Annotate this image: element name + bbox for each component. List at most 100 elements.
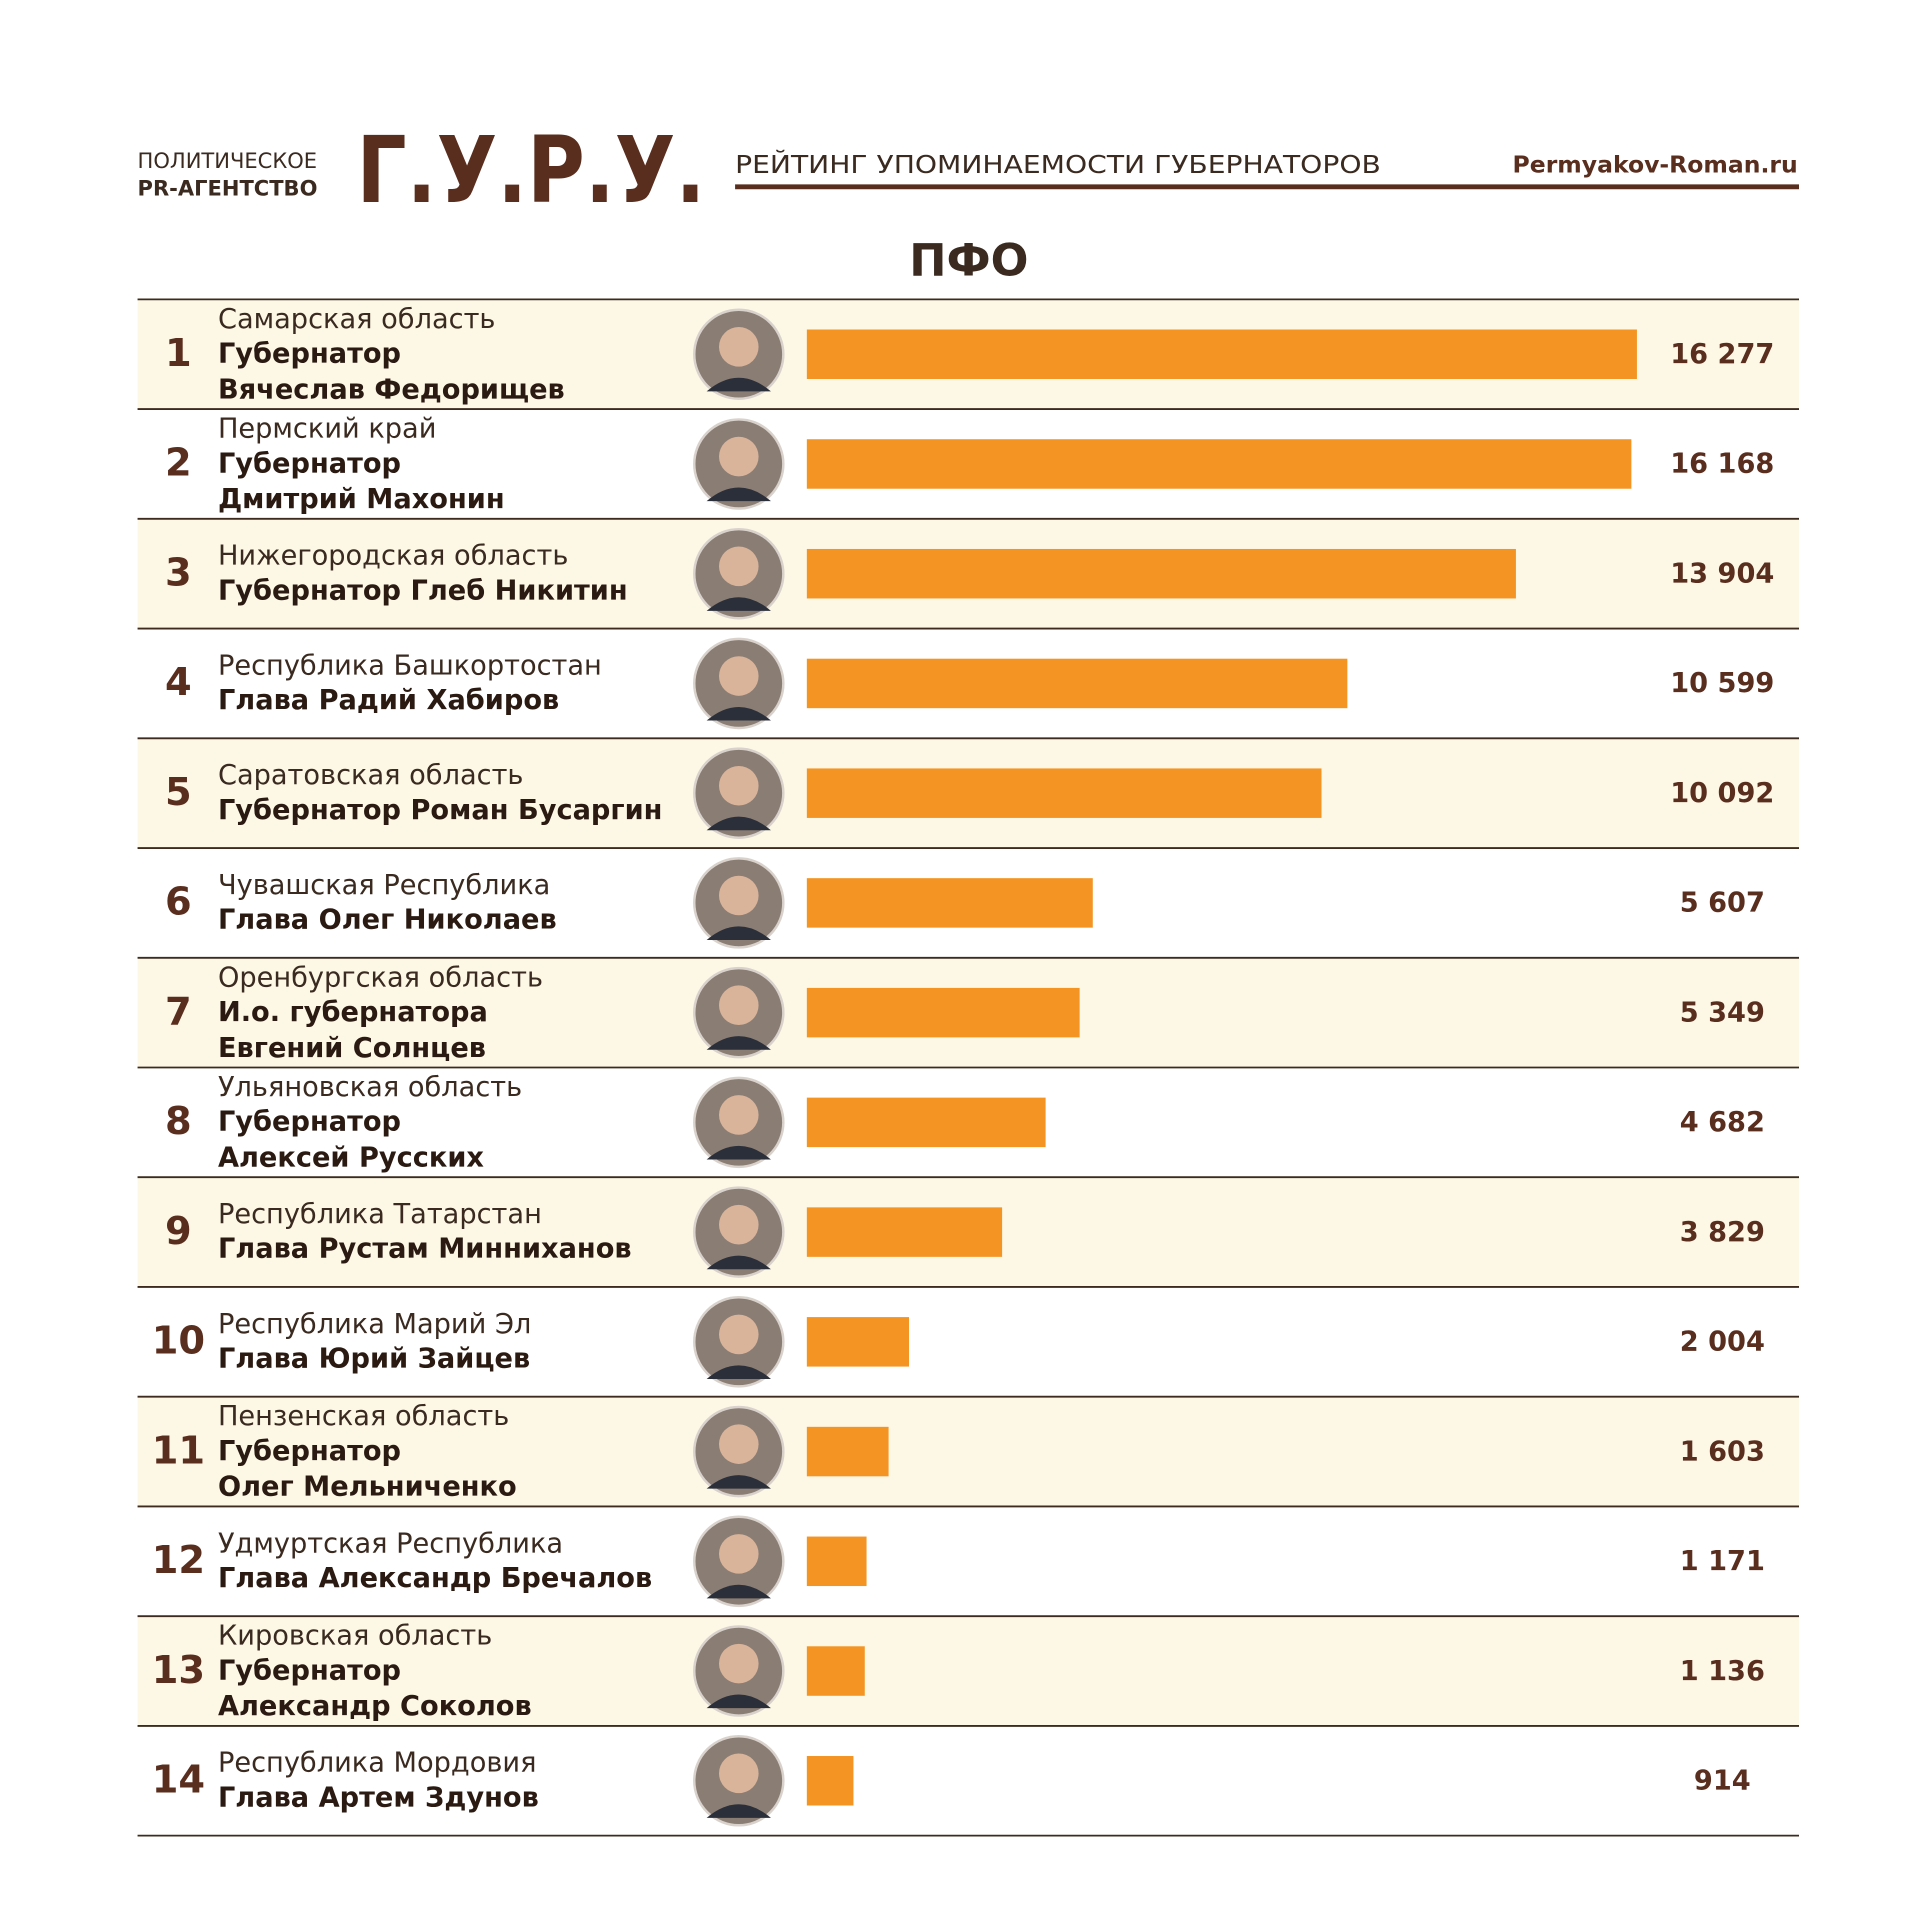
portrait-face (719, 1753, 759, 1794)
official: Дмитрий Махонин (218, 484, 505, 515)
chart-title: ПФО (909, 235, 1028, 287)
row-background (137, 1396, 1800, 1507)
portrait-body (706, 1804, 771, 1818)
portrait-face (719, 765, 759, 806)
portrait-body (706, 706, 771, 721)
value-label: 1 136 (1680, 1656, 1765, 1687)
official: Губернатор (218, 1107, 401, 1138)
bar (806, 1646, 865, 1696)
value-label: 5 349 (1680, 997, 1765, 1028)
portrait-face (719, 985, 759, 1026)
rank: 4 (165, 660, 192, 705)
bar (806, 878, 1093, 928)
region: Республика Марий Эл (218, 1309, 531, 1340)
region: Республика Татарстан (218, 1199, 542, 1230)
bar (806, 768, 1322, 818)
bar (806, 1536, 867, 1587)
rank: 9 (165, 1209, 192, 1254)
portrait-face (719, 1424, 759, 1464)
official: Губернатор Роман Бусаргин (218, 795, 663, 826)
row-background (137, 1616, 1800, 1726)
rank: 11 (152, 1428, 205, 1473)
value-label: 13 904 (1670, 558, 1774, 589)
portrait-body (706, 1145, 771, 1160)
portrait-face (719, 1204, 759, 1245)
region: Чувашская Республика (218, 870, 550, 901)
portrait-face (719, 546, 759, 587)
rank: 2 (165, 441, 192, 486)
region: Саратовская область (218, 760, 524, 791)
portrait-body (706, 1365, 771, 1379)
region: Республика Башкортостан (218, 650, 602, 681)
rank: 10 (152, 1319, 205, 1364)
portrait-face (719, 656, 759, 696)
official: Губернатор Глеб Никитин (218, 575, 628, 606)
value-label: 10 599 (1670, 668, 1774, 699)
official: Олег Мельниченко (218, 1472, 517, 1503)
bar (806, 1426, 889, 1477)
value-label: 16 277 (1670, 339, 1774, 370)
rows: 1 Самарская область Губернатор Вячеслав Фед… (137, 298, 1800, 1837)
rank: 13 (152, 1648, 205, 1693)
value-label: 3 829 (1680, 1217, 1765, 1248)
region: Пермский край (218, 414, 436, 445)
rank: 1 (165, 331, 192, 376)
region: Кировская область (218, 1621, 492, 1652)
official: Губернатор (218, 339, 401, 370)
value-label: 914 (1694, 1765, 1751, 1796)
bar (806, 1097, 1046, 1148)
bar (806, 329, 1637, 379)
official: Евгений Солнцев (218, 1033, 486, 1064)
bar (806, 1317, 910, 1367)
rank: 14 (152, 1757, 205, 1802)
rank: 8 (165, 1099, 192, 1144)
portrait-body (706, 816, 771, 831)
region: Самарская область (218, 304, 496, 335)
value-label: 10 092 (1670, 778, 1774, 809)
official: Губернатор (218, 448, 401, 479)
rank: 7 (165, 989, 192, 1034)
portrait-body (706, 1475, 771, 1489)
official: Глава Рустам Минниханов (218, 1234, 632, 1265)
agency-line1: ПОЛИТИЧЕСКОЕ (138, 148, 318, 173)
rank: 3 (165, 550, 192, 595)
portrait-body (706, 1036, 771, 1050)
official: Вячеслав Федорищев (218, 374, 565, 405)
value-label: 4 682 (1680, 1107, 1765, 1138)
bar (806, 439, 1632, 489)
official: Глава Александр Бречалов (218, 1563, 652, 1594)
region: Удмуртская Республика (218, 1528, 563, 1559)
portrait-body (706, 1255, 771, 1270)
portrait-face (719, 1534, 759, 1574)
rank: 12 (152, 1538, 205, 1583)
bar (806, 548, 1516, 599)
value-label: 1 171 (1680, 1546, 1765, 1577)
official: Глава Олег Николаев (218, 905, 557, 936)
official: Глава Радий Хабиров (218, 685, 559, 716)
agency-line2: PR-АГЕНТСТВО (138, 175, 318, 200)
rank: 5 (165, 770, 192, 815)
value-label: 16 168 (1670, 449, 1774, 480)
official: Глава Артем Здунов (218, 1782, 539, 1813)
portrait-face (719, 1314, 759, 1355)
portrait-body (706, 487, 771, 502)
site: Permyakov-Roman.ru (1513, 150, 1798, 178)
bar (806, 987, 1080, 1038)
portrait-face (719, 1095, 759, 1135)
rank: 6 (165, 880, 192, 925)
portrait-face (719, 875, 759, 916)
portrait-face (719, 436, 759, 477)
official: Губернатор (218, 1655, 401, 1686)
portrait-body (706, 1694, 771, 1709)
bar (806, 658, 1348, 709)
portrait-body (706, 377, 771, 392)
official: И.о. губернатора (218, 997, 488, 1028)
region: Нижегородская область (218, 541, 568, 572)
bar (806, 1207, 1003, 1257)
official: Александр Соколов (218, 1691, 532, 1722)
portrait-body (706, 926, 771, 941)
header: РЕЙТИНГ УПОМИНАЕМОСТИ ГУБЕРНАТОРОВ (735, 150, 1381, 179)
bar (806, 1756, 854, 1806)
portrait-body (706, 597, 771, 611)
